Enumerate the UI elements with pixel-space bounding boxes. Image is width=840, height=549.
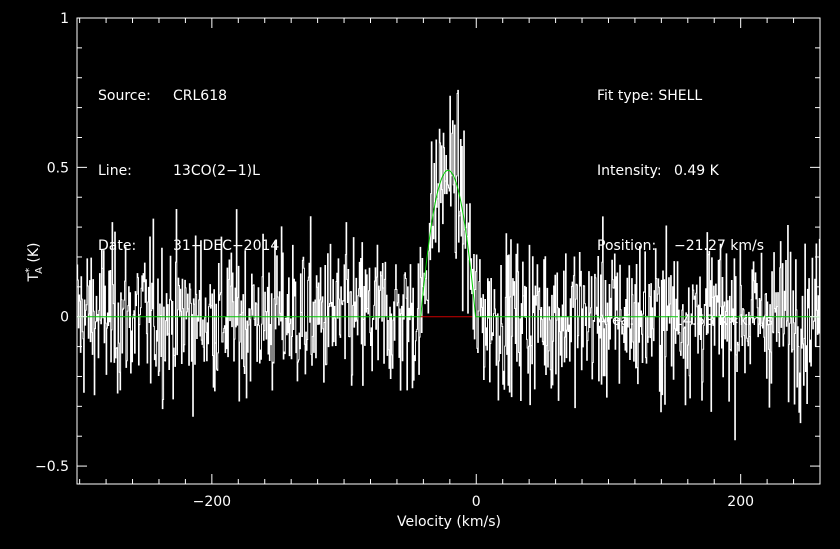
x-tick-label: 0	[472, 494, 481, 510]
date-label: Date:	[98, 238, 137, 254]
intensity-row: Intensity: 0.49 K	[597, 159, 773, 184]
area-row: Area: 14.58 K∗km/s	[597, 309, 773, 334]
line-value: 13CO(2−1)L	[173, 163, 260, 179]
fit-type-row: Fit type: SHELL	[597, 84, 773, 109]
fit-curve	[77, 169, 820, 318]
fit-info: Fit type: SHELL Intensity: 0.49 K Positio…	[597, 34, 773, 359]
intensity-label: Intensity:	[597, 163, 662, 179]
y-tick-label: 1	[60, 11, 69, 27]
x-tick-label: 200	[727, 494, 754, 510]
position-row: Position: −21.27 km/s	[597, 234, 773, 259]
observation-info: Source: CRL618 Line: 13CO(2−1)L Date: 31−DE…	[98, 34, 279, 284]
source-label: Source:	[98, 88, 151, 104]
position-label: Position:	[597, 238, 657, 254]
y-tick-label: 0	[60, 310, 69, 326]
spectrum-trace	[77, 89, 821, 441]
y-tick-label: 0.5	[47, 160, 69, 176]
line-label: Line:	[98, 163, 132, 179]
intensity-value: 0.49 K	[674, 163, 719, 179]
fit-type-label: Fit type:	[597, 88, 654, 104]
y-axis-label: T*A (K)	[24, 243, 45, 283]
source-value: CRL618	[173, 88, 228, 104]
x-tick-label: −200	[193, 494, 231, 510]
fit-type-value: SHELL	[658, 88, 703, 104]
y-tick-label: −0.5	[35, 459, 69, 475]
x-axis-label: Velocity (km/s)	[397, 514, 501, 530]
position-value: −21.27 km/s	[674, 238, 765, 254]
date-value: 31−DEC−2014	[173, 238, 280, 254]
area-value: 14.58 K∗km/s	[674, 313, 774, 329]
plot-frame	[76, 17, 821, 485]
area-label: Area:	[597, 313, 634, 329]
source-row: Source: CRL618	[98, 84, 279, 109]
date-row: Date: 31−DEC−2014	[98, 234, 279, 259]
line-row: Line: 13CO(2−1)L	[98, 159, 279, 184]
